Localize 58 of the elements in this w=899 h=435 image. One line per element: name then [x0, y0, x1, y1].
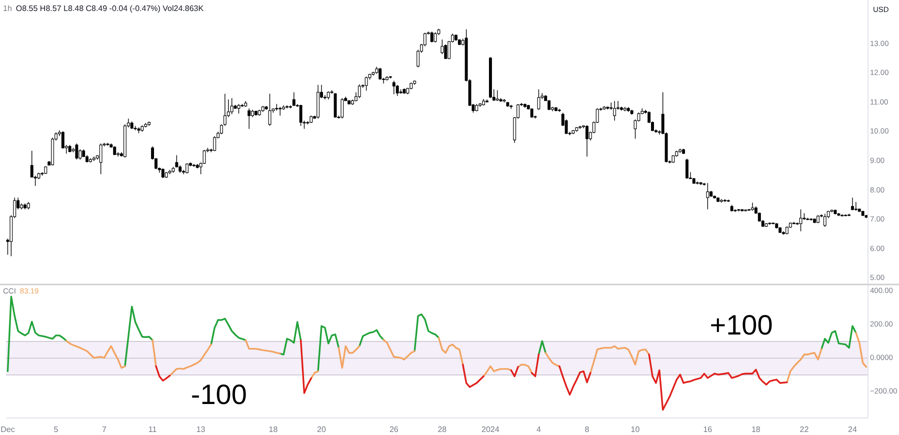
x-tick-label: 22	[800, 425, 810, 434]
candlestick	[537, 88, 540, 110]
candlestick	[213, 136, 216, 152]
x-tick-label: 24	[848, 425, 858, 434]
x-tick-label: 8	[584, 425, 590, 434]
x-tick-label: 18	[268, 425, 278, 434]
candlestick	[854, 202, 858, 212]
x-tick-label: 2024	[482, 425, 500, 434]
candlestick	[61, 130, 64, 150]
candlestick	[851, 197, 854, 211]
candlestick	[202, 150, 206, 164]
x-tick-label: 7	[102, 425, 108, 434]
candlestick	[823, 213, 826, 228]
candlestick	[334, 92, 337, 118]
ref-line-label: +100	[710, 309, 773, 340]
x-tick-label: 4	[536, 425, 542, 434]
x-tick-label: 13	[196, 425, 206, 434]
x-tick-label: 16	[703, 425, 713, 434]
text: 1h	[3, 4, 12, 13]
x-tick-label: Dec	[0, 425, 15, 434]
candlestick	[248, 108, 251, 130]
candlestick	[586, 124, 588, 157]
candlestick	[723, 198, 726, 202]
candlestick	[799, 208, 802, 232]
candlestick	[268, 93, 272, 126]
candlestick	[192, 164, 196, 168]
candlestick	[613, 100, 616, 121]
text: O8.55 H8.57 L8.48 C8.49 -0.04 (-0.47%) Vol24.863K	[16, 4, 204, 13]
candlestick	[392, 80, 396, 95]
candlestick	[434, 32, 437, 43]
candlestick	[496, 90, 499, 102]
candlestick	[75, 143, 78, 160]
x-tick-label: 11	[148, 425, 158, 434]
candlestick	[237, 104, 240, 114]
candlestick	[686, 158, 688, 179]
candlestick	[340, 98, 344, 119]
x-tick-label: 20	[317, 425, 326, 434]
candlestick	[299, 104, 302, 126]
candlestick	[175, 154, 178, 168]
candlestick	[430, 31, 434, 43]
candlestick	[558, 108, 561, 112]
candlestick	[396, 84, 399, 96]
ref-line-label: -100	[190, 378, 247, 410]
candlestick	[751, 202, 754, 212]
candlestick	[230, 98, 234, 115]
candlestick	[358, 84, 361, 98]
candlestick	[78, 148, 82, 160]
x-tick-label: 28	[438, 425, 448, 434]
candlestick	[292, 92, 296, 106]
candlestick	[99, 143, 102, 175]
x-tick-label: 5	[54, 425, 59, 434]
x-tick-label: 18	[751, 425, 761, 434]
candlestick	[161, 168, 164, 178]
candlestick	[364, 76, 368, 92]
x-tick-label: 10	[630, 425, 640, 434]
candlestick	[706, 182, 710, 210]
candlestick	[440, 39, 444, 55]
x-tick-label: 26	[389, 425, 399, 434]
